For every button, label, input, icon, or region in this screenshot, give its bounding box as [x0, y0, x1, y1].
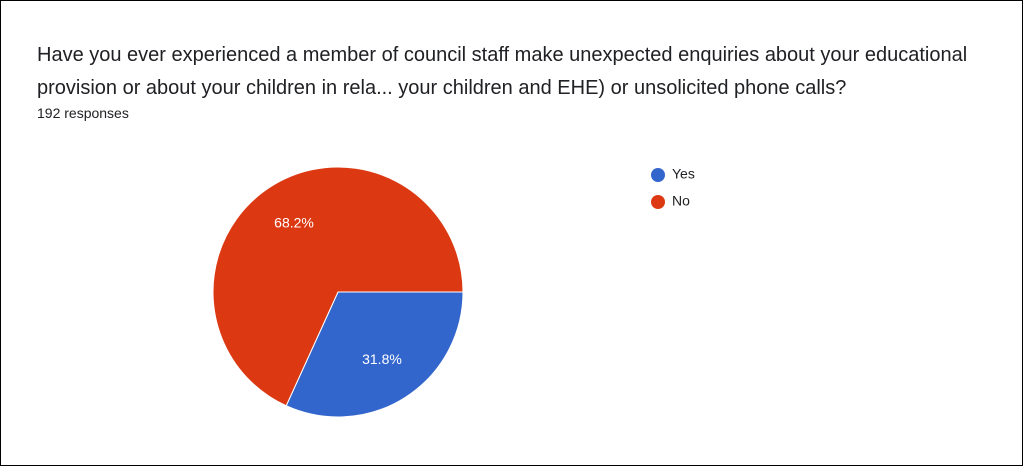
slice-label: 68.2% [274, 214, 314, 230]
pie-slice [285, 291, 464, 418]
chart-title: Have you ever experienced a member of co… [37, 44, 968, 99]
slice-label: 31.8% [362, 351, 402, 367]
legend-swatch [651, 168, 665, 182]
pie-slice [212, 166, 464, 407]
legend-label: No [672, 193, 690, 209]
legend-label: Yes [672, 166, 695, 182]
chart-subtitle: 192 responses [37, 105, 129, 121]
legend-swatch [651, 195, 665, 209]
